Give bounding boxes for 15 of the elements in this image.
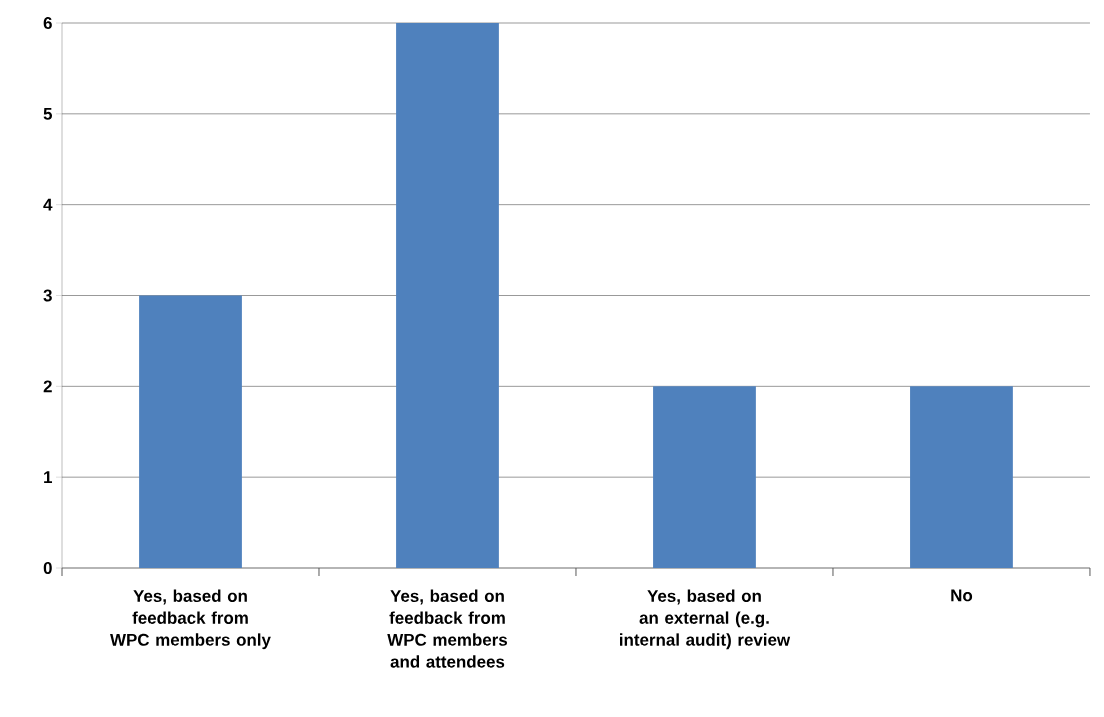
bar — [910, 386, 1013, 568]
bar — [139, 295, 242, 568]
y-tick-label: 2 — [43, 380, 52, 393]
y-tick-label: 6 — [43, 17, 52, 29]
y-tick-label: 3 — [43, 289, 52, 302]
y-tick-label: 5 — [43, 107, 53, 120]
x-tick-label: Yes, based on feedback from WPC members and attendees — [387, 589, 507, 668]
y-tick-label: 4 — [43, 198, 53, 211]
bar — [653, 386, 756, 568]
bar — [396, 23, 499, 568]
y-tick-label: 0 — [43, 562, 52, 574]
y-tick-label: 1 — [44, 471, 53, 483]
x-tick-label: Yes, based on an external (e.g. internal audit) review — [620, 589, 791, 650]
x-tick-label: No — [951, 589, 973, 602]
x-tick-label: Yes, based on feedback from WPC members only — [110, 589, 271, 650]
